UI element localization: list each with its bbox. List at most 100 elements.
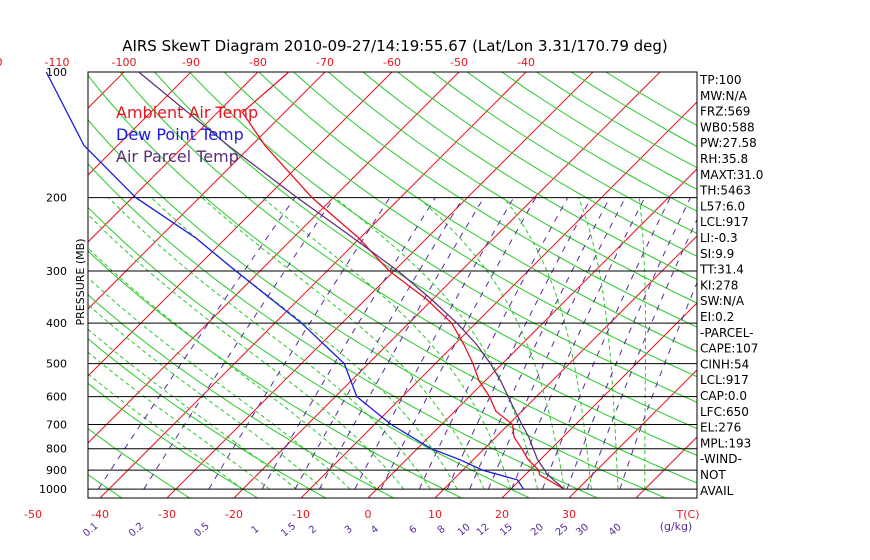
moist-adiabat-line <box>88 373 244 490</box>
mixing-ratio-label: 10 <box>456 522 473 539</box>
top-temp-tick-label: -100 <box>112 56 137 69</box>
dry-adiabat-line <box>223 72 697 378</box>
isotherm-line <box>434 235 697 498</box>
bottom-temp-tick-label: -10 <box>292 508 310 521</box>
mixing-ratio-label: 0.5 <box>192 521 211 540</box>
moist-adiabat-line <box>334 197 539 490</box>
series-air-parcel-temp <box>138 71 565 490</box>
mixing-ratio-label: 8 <box>436 524 448 537</box>
legend-entry-dew-point-temp: Dew Point Temp <box>116 125 244 144</box>
top-temp-tick-label: -70 <box>316 56 334 69</box>
y-axis-label: PRESSURE (MB) <box>74 239 87 326</box>
dry-adiabat-line <box>88 163 598 498</box>
isotherm-line <box>0 72 57 498</box>
chart-title: AIRS SkewT Diagram 2010-09-27/14:19:55.6… <box>122 37 668 55</box>
isotherm-line <box>568 369 697 498</box>
mixing-ratio-label: 25 <box>554 522 571 539</box>
mixing-ratio-label: 12 <box>475 522 492 539</box>
index-item: LFC:650 <box>700 405 749 419</box>
dry-adiabat-line <box>88 250 462 498</box>
mixing-ratio-line <box>566 197 691 490</box>
bottom-temp-tick-label: -50 <box>24 508 42 521</box>
index-item: PW:27.58 <box>700 136 757 150</box>
moist-adiabat-line <box>503 197 592 490</box>
index-item: TT:31.4 <box>699 263 744 277</box>
index-item: MW:N/A <box>700 89 748 103</box>
isotherm-line <box>88 72 259 243</box>
dry-adiabat-line <box>362 72 697 281</box>
isotherm-line <box>233 72 661 498</box>
mixing-ratio-label: 20 <box>529 522 546 539</box>
dry-adiabat-line <box>327 72 697 304</box>
plot-frame <box>87 71 698 499</box>
dry-adiabat-line <box>119 72 697 456</box>
index-item: NOT <box>700 468 726 482</box>
mixing-ratio-line <box>294 197 464 490</box>
pressure-tick-label: 600 <box>46 391 67 404</box>
mixing-ratio-label: 15 <box>498 522 515 539</box>
index-item: EI:0.2 <box>700 310 734 324</box>
dry-adiabat-line <box>88 427 191 498</box>
bottom-temp-tick-label: 20 <box>495 508 509 521</box>
bottom-axis-unit-label: T(C) <box>676 508 700 521</box>
mixing-ratio-label: 0.2 <box>127 521 146 540</box>
dry-adiabat-line <box>88 294 394 498</box>
pressure-tick-label: 700 <box>46 419 67 432</box>
mixing-ratio-label: 6 <box>408 524 420 537</box>
index-item: TP:100 <box>699 73 742 87</box>
sounding-profiles <box>45 71 565 490</box>
pressure-tick-label: 200 <box>46 192 67 205</box>
index-item: CINH:54 <box>700 357 749 371</box>
mixing-ratio-label: 3 <box>343 524 355 537</box>
dry-adiabat-line <box>88 206 530 498</box>
mixing-ratio-line <box>261 197 436 490</box>
dry-adiabat-line <box>397 72 697 257</box>
index-item: FRZ:569 <box>700 105 750 119</box>
index-item: AVAIL <box>700 484 734 498</box>
mixing-ratio-line <box>542 197 671 490</box>
moist-adiabat-line <box>638 197 646 490</box>
isotherm-line <box>88 72 393 377</box>
mixing-ratio-line <box>208 197 391 490</box>
legend-entry-ambient-air-temp: Ambient Air Temp <box>116 103 258 122</box>
mixing-ratio-label: 40 <box>607 522 624 539</box>
mixing-ratio-label: 2 <box>307 524 319 537</box>
moist-adiabat-line <box>88 247 378 490</box>
index-item: MAXT:31.0 <box>700 168 763 182</box>
dry-adiabat-line <box>501 72 697 190</box>
mixing-ratio-line <box>380 197 537 490</box>
dry-adiabat-line <box>88 338 326 498</box>
index-item: KI:278 <box>700 278 738 292</box>
isotherm-line <box>88 72 192 176</box>
dry-adiabat-line <box>88 474 123 498</box>
mixing-ratio-unit-label: (g/kg) <box>660 520 693 533</box>
moist-adiabat-line <box>88 277 351 490</box>
isotherm-line <box>88 72 125 109</box>
series-ambient-air-temp <box>241 71 565 490</box>
bottom-temp-tick-label: -40 <box>91 508 109 521</box>
bottom-temp-tick-label: 30 <box>562 508 576 521</box>
moist-adiabat-line <box>88 351 270 490</box>
index-item: LCL:917 <box>700 373 749 387</box>
top-temp-tick-label: -50 <box>450 56 468 69</box>
pressure-tick-label: 900 <box>46 464 67 477</box>
dry-adiabat-line <box>258 72 697 353</box>
isotherm-line <box>770 72 870 498</box>
legend-entry-air-parcel-temp: Air Parcel Temp <box>116 147 239 166</box>
isotherm-line <box>501 302 697 498</box>
dry-adiabat-line <box>88 119 666 498</box>
pressure-tick-label: 800 <box>46 443 67 456</box>
moist-adiabat-line <box>88 328 297 490</box>
dry-adiabat-line <box>432 72 697 235</box>
mixing-ratio-label: 30 <box>574 522 591 539</box>
index-item: LI:-0.3 <box>700 231 738 245</box>
mixing-ratio-label: 1.5 <box>279 521 298 540</box>
isotherm-line <box>99 72 527 498</box>
bottom-temp-tick-label: -30 <box>158 508 176 521</box>
isotherm-line <box>88 72 460 444</box>
top-temp-tick-label: -120 <box>0 56 2 69</box>
mixing-ratio-line <box>418 197 569 490</box>
